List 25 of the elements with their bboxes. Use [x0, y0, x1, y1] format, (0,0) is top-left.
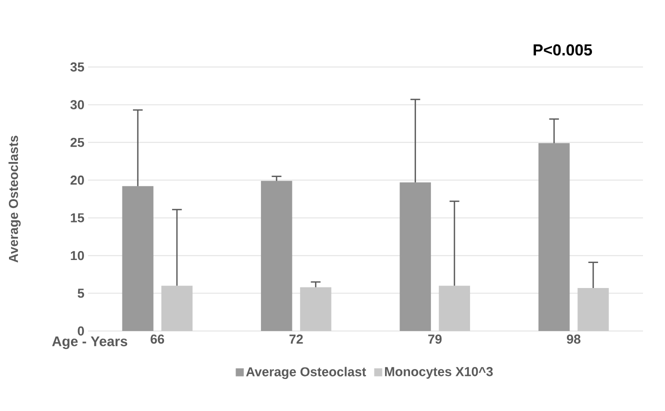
- bar: [538, 143, 570, 331]
- bar: [161, 286, 193, 331]
- y-tick-label: 15: [70, 213, 84, 222]
- y-tick-label: 35: [70, 62, 84, 72]
- x-tick-label: 72: [289, 334, 303, 344]
- y-tick-label: 0: [78, 326, 84, 336]
- bar: [400, 182, 431, 331]
- legend-label: Average Osteoclast: [246, 366, 366, 379]
- y-tick-label: 30: [70, 100, 84, 110]
- legend-label: Monocytes X10^3: [385, 367, 493, 379]
- x-tick-label: 66: [150, 334, 164, 344]
- bar: [122, 186, 154, 331]
- y-tick-label: 10: [70, 250, 84, 260]
- bar: [578, 288, 609, 331]
- x-tick-label: 79: [428, 334, 442, 344]
- bar: [438, 286, 470, 331]
- x-axis-title: Age - Years: [52, 336, 128, 350]
- bar: [260, 180, 292, 331]
- y-tick-label: 25: [70, 138, 84, 148]
- y-tick-label: 20: [70, 176, 84, 185]
- y-axis-title: Average Osteoclasts: [8, 136, 21, 263]
- y-tick-label: 5: [78, 288, 84, 298]
- bar: [300, 287, 332, 331]
- x-tick-label: 98: [566, 334, 580, 344]
- text: P<0.005: [534, 44, 592, 56]
